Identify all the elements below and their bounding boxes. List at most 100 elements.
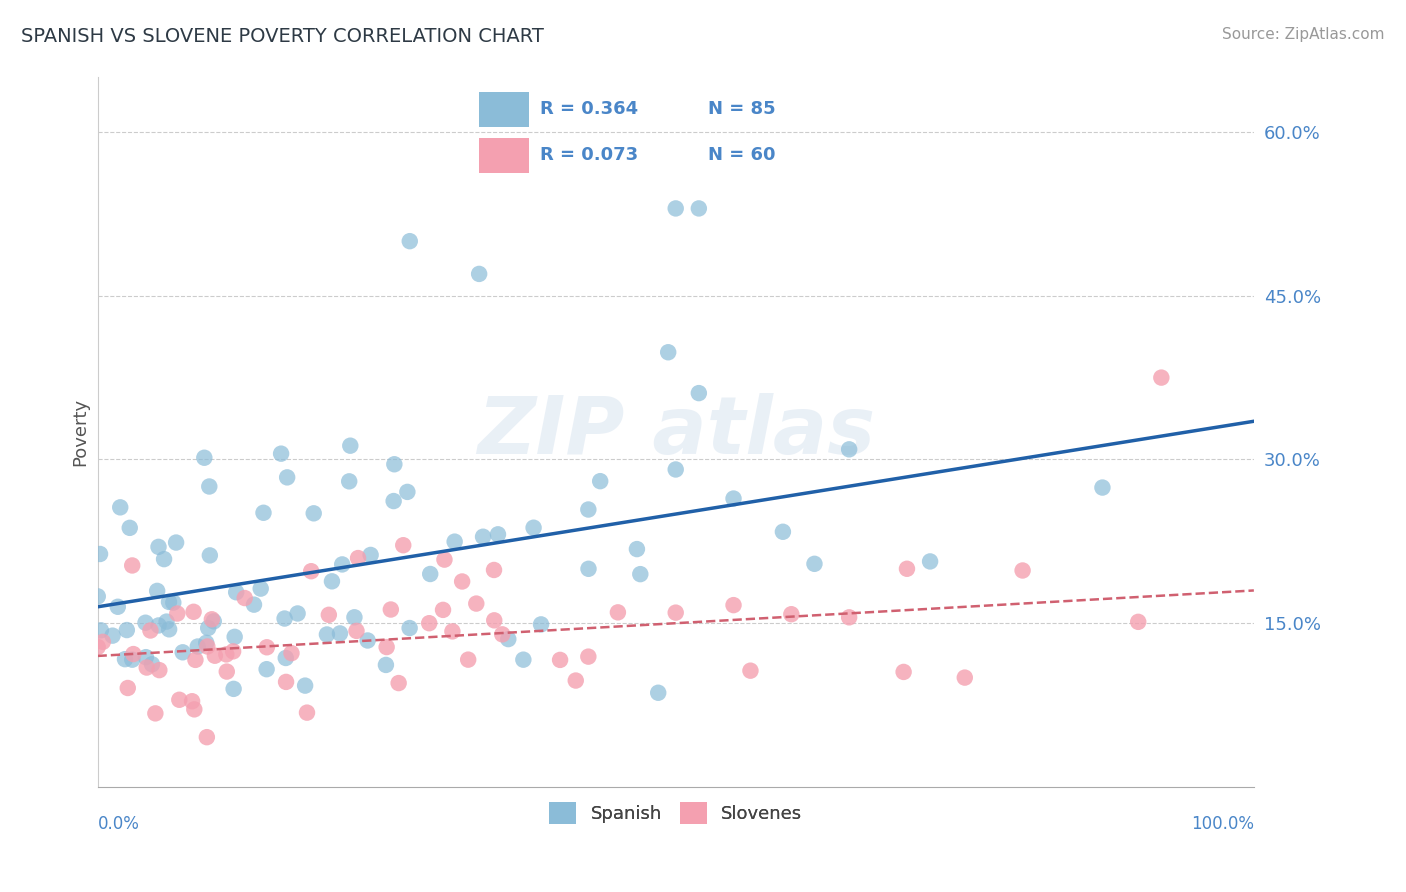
Point xyxy=(135,650,157,665)
Point xyxy=(1150,370,1173,384)
Point xyxy=(530,617,553,632)
Point xyxy=(198,549,221,563)
Point xyxy=(486,527,509,541)
Point xyxy=(157,623,180,637)
Point xyxy=(287,607,309,621)
Point xyxy=(87,590,110,604)
Point xyxy=(157,595,180,609)
Point xyxy=(181,694,204,708)
Point xyxy=(197,621,219,635)
Point xyxy=(224,630,246,644)
Legend: Spanish, Slovenes: Spanish, Slovenes xyxy=(541,795,810,831)
Point xyxy=(564,673,586,688)
Point xyxy=(1128,615,1150,629)
Point xyxy=(398,621,420,635)
Point xyxy=(172,645,194,659)
Point xyxy=(388,676,411,690)
Text: 100.0%: 100.0% xyxy=(1191,815,1254,833)
Point xyxy=(183,605,205,619)
Point xyxy=(249,582,271,596)
Point xyxy=(318,607,340,622)
Point xyxy=(162,596,184,610)
Point xyxy=(374,657,396,672)
Point xyxy=(148,663,170,677)
Point xyxy=(243,598,266,612)
Point xyxy=(135,660,157,674)
Point xyxy=(316,627,339,641)
Point xyxy=(321,574,343,589)
Point xyxy=(548,653,571,667)
Point xyxy=(139,624,162,638)
Point xyxy=(122,647,145,661)
Point xyxy=(665,462,688,476)
Point xyxy=(382,457,405,471)
Point xyxy=(375,640,398,654)
Point xyxy=(688,202,710,216)
Point xyxy=(222,644,245,658)
Point xyxy=(89,547,111,561)
Point xyxy=(484,613,506,627)
Point xyxy=(134,615,156,630)
Point xyxy=(204,648,226,663)
Text: 0.0%: 0.0% xyxy=(97,815,139,833)
Point xyxy=(153,552,176,566)
Point xyxy=(299,564,322,578)
Point xyxy=(482,563,505,577)
Point xyxy=(451,574,474,589)
Point xyxy=(183,702,205,716)
Text: Source: ZipAtlas.com: Source: ZipAtlas.com xyxy=(1222,27,1385,42)
Point xyxy=(195,640,218,654)
Point xyxy=(457,653,479,667)
Point xyxy=(468,267,491,281)
Point xyxy=(233,591,256,605)
Point xyxy=(146,583,169,598)
Point xyxy=(343,610,366,624)
Point xyxy=(360,548,382,562)
Point xyxy=(148,618,170,632)
Point xyxy=(86,640,108,654)
Point xyxy=(91,635,114,649)
Point xyxy=(628,567,651,582)
Point xyxy=(419,566,441,581)
Point xyxy=(329,626,352,640)
Point xyxy=(838,442,860,457)
Point xyxy=(339,439,361,453)
Point xyxy=(169,692,191,706)
Point xyxy=(380,602,402,616)
Point xyxy=(276,470,298,484)
Point xyxy=(432,603,454,617)
Point xyxy=(498,632,520,646)
Point xyxy=(141,657,163,672)
Point xyxy=(780,607,803,622)
Point xyxy=(330,558,353,572)
Point xyxy=(90,624,112,638)
Point xyxy=(576,502,599,516)
Point xyxy=(688,386,710,401)
Point xyxy=(274,651,297,665)
Point xyxy=(392,538,415,552)
Point xyxy=(121,558,143,573)
Point xyxy=(198,479,221,493)
Point xyxy=(472,530,495,544)
Point xyxy=(225,585,247,599)
Point xyxy=(215,665,238,679)
Point xyxy=(295,706,318,720)
Point xyxy=(398,234,420,248)
Point xyxy=(202,615,225,629)
Point xyxy=(665,606,688,620)
Point xyxy=(145,706,167,721)
Point xyxy=(347,551,370,566)
Point xyxy=(382,494,405,508)
Point xyxy=(647,686,669,700)
Point xyxy=(110,500,132,515)
Point xyxy=(606,606,628,620)
Point xyxy=(465,597,488,611)
Point xyxy=(589,474,612,488)
Point xyxy=(523,521,546,535)
Point xyxy=(356,633,378,648)
Point xyxy=(337,475,360,489)
Point xyxy=(193,450,215,465)
Point xyxy=(256,662,278,676)
Point xyxy=(187,640,209,654)
Point xyxy=(443,534,465,549)
